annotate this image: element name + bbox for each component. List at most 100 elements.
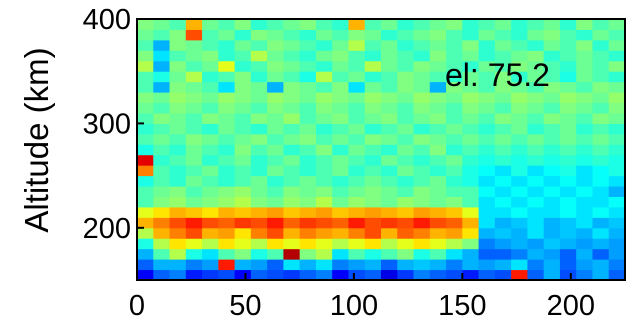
- heatmap-cell: [608, 217, 626, 229]
- heatmap-cell: [576, 81, 593, 93]
- heatmap-cell: [608, 175, 626, 187]
- heatmap-cell: [511, 81, 528, 93]
- plot-frame: [136, 18, 626, 281]
- heatmap-cell: [250, 248, 268, 260]
- heatmap-cell: [299, 227, 317, 239]
- heatmap-cell: [315, 206, 333, 218]
- heatmap-cell: [397, 71, 415, 83]
- heatmap-cell: [429, 81, 447, 93]
- heatmap-cell: [315, 259, 333, 271]
- heatmap-cell: [299, 112, 317, 124]
- heatmap-cell: [413, 50, 431, 62]
- heatmap-cell: [413, 269, 431, 281]
- heatmap-cell: [250, 259, 268, 271]
- heatmap-cell: [397, 154, 415, 166]
- heatmap-cell: [446, 102, 463, 114]
- heatmap-cell: [299, 238, 317, 250]
- heatmap-cell: [511, 60, 528, 72]
- heatmap-cell: [267, 60, 284, 72]
- heatmap-cell: [332, 60, 349, 72]
- heatmap-cell: [413, 227, 431, 239]
- heatmap-cell: [592, 29, 610, 41]
- heatmap-cell: [462, 206, 480, 218]
- heatmap-cell: [429, 102, 447, 114]
- heatmap-cell: [267, 248, 284, 260]
- heatmap-cell: [494, 39, 512, 51]
- heatmap-cell: [413, 71, 431, 83]
- heatmap-cell: [364, 123, 382, 135]
- heatmap-cell: [267, 29, 284, 41]
- heatmap-cell: [364, 81, 382, 93]
- heatmap-cell: [169, 196, 187, 208]
- heatmap-cell: [185, 29, 203, 41]
- heatmap-cell: [413, 206, 431, 218]
- heatmap-cell: [446, 112, 463, 124]
- heatmap-cell: [446, 269, 463, 281]
- heatmap-cell: [137, 227, 154, 239]
- heatmap-cell: [592, 71, 610, 83]
- heatmap-cell: [283, 165, 301, 177]
- heatmap-cell: [283, 81, 301, 93]
- heatmap-cell: [332, 50, 349, 62]
- heatmap-cell: [137, 29, 154, 41]
- heatmap-cell: [299, 175, 317, 187]
- heatmap-cell: [364, 248, 382, 260]
- heatmap-cell: [592, 206, 610, 218]
- heatmap-cell: [185, 71, 203, 83]
- heatmap-cell: [413, 259, 431, 271]
- heatmap-cell: [543, 92, 561, 104]
- heatmap-cell: [559, 227, 577, 239]
- heatmap-cell: [494, 71, 512, 83]
- heatmap-cell: [153, 60, 171, 72]
- heatmap-cell: [446, 217, 463, 229]
- heatmap-cell: [592, 165, 610, 177]
- heatmap-cell: [299, 206, 317, 218]
- heatmap-cell: [185, 50, 203, 62]
- heatmap-cell: [478, 92, 496, 104]
- heatmap-cell: [153, 81, 171, 93]
- heatmap-cell: [218, 238, 236, 250]
- heatmap-cell: [478, 259, 496, 271]
- heatmap-cell: [299, 259, 317, 271]
- heatmap-cell: [283, 112, 301, 124]
- heatmap-cell: [478, 133, 496, 145]
- heatmap-cell: [592, 123, 610, 135]
- heatmap-cell: [478, 102, 496, 114]
- heatmap-cell: [153, 227, 171, 239]
- heatmap-cell: [576, 39, 593, 51]
- heatmap-cell: [153, 144, 171, 156]
- heatmap-cell: [169, 102, 187, 114]
- heatmap-cell: [381, 165, 398, 177]
- heatmap-cell: [315, 133, 333, 145]
- heatmap-cell: [462, 165, 480, 177]
- y-tick-label: 300: [83, 108, 131, 140]
- heatmap-cell: [462, 29, 480, 41]
- heatmap-cell: [429, 71, 447, 83]
- heatmap-cell: [527, 186, 545, 197]
- heatmap-cell: [559, 123, 577, 135]
- heatmap-cell: [153, 206, 171, 218]
- heatmap-cell: [462, 238, 480, 250]
- heatmap-cell: [348, 71, 366, 83]
- heatmap-cell: [250, 154, 268, 166]
- heatmap-cell: [592, 81, 610, 93]
- heatmap-cell: [153, 102, 171, 114]
- heatmap-cell: [397, 92, 415, 104]
- heatmap-cell: [250, 29, 268, 41]
- heatmap-cell: [185, 165, 203, 177]
- heatmap-cell: [202, 227, 219, 239]
- heatmap-cell: [169, 165, 187, 177]
- heatmap-cell: [429, 112, 447, 124]
- heatmap-cell: [413, 238, 431, 250]
- heatmap-cell: [381, 92, 398, 104]
- heatmap-cell: [381, 123, 398, 135]
- heatmap-cell: [250, 50, 268, 62]
- heatmap-cell: [283, 248, 301, 260]
- heatmap-cell: [381, 217, 398, 229]
- heatmap-cell: [315, 123, 333, 135]
- heatmap-cell: [348, 144, 366, 156]
- heatmap-cell: [511, 206, 528, 218]
- heatmap-cell: [250, 238, 268, 250]
- heatmap-cell: [137, 217, 154, 229]
- heatmap-cell: [299, 269, 317, 281]
